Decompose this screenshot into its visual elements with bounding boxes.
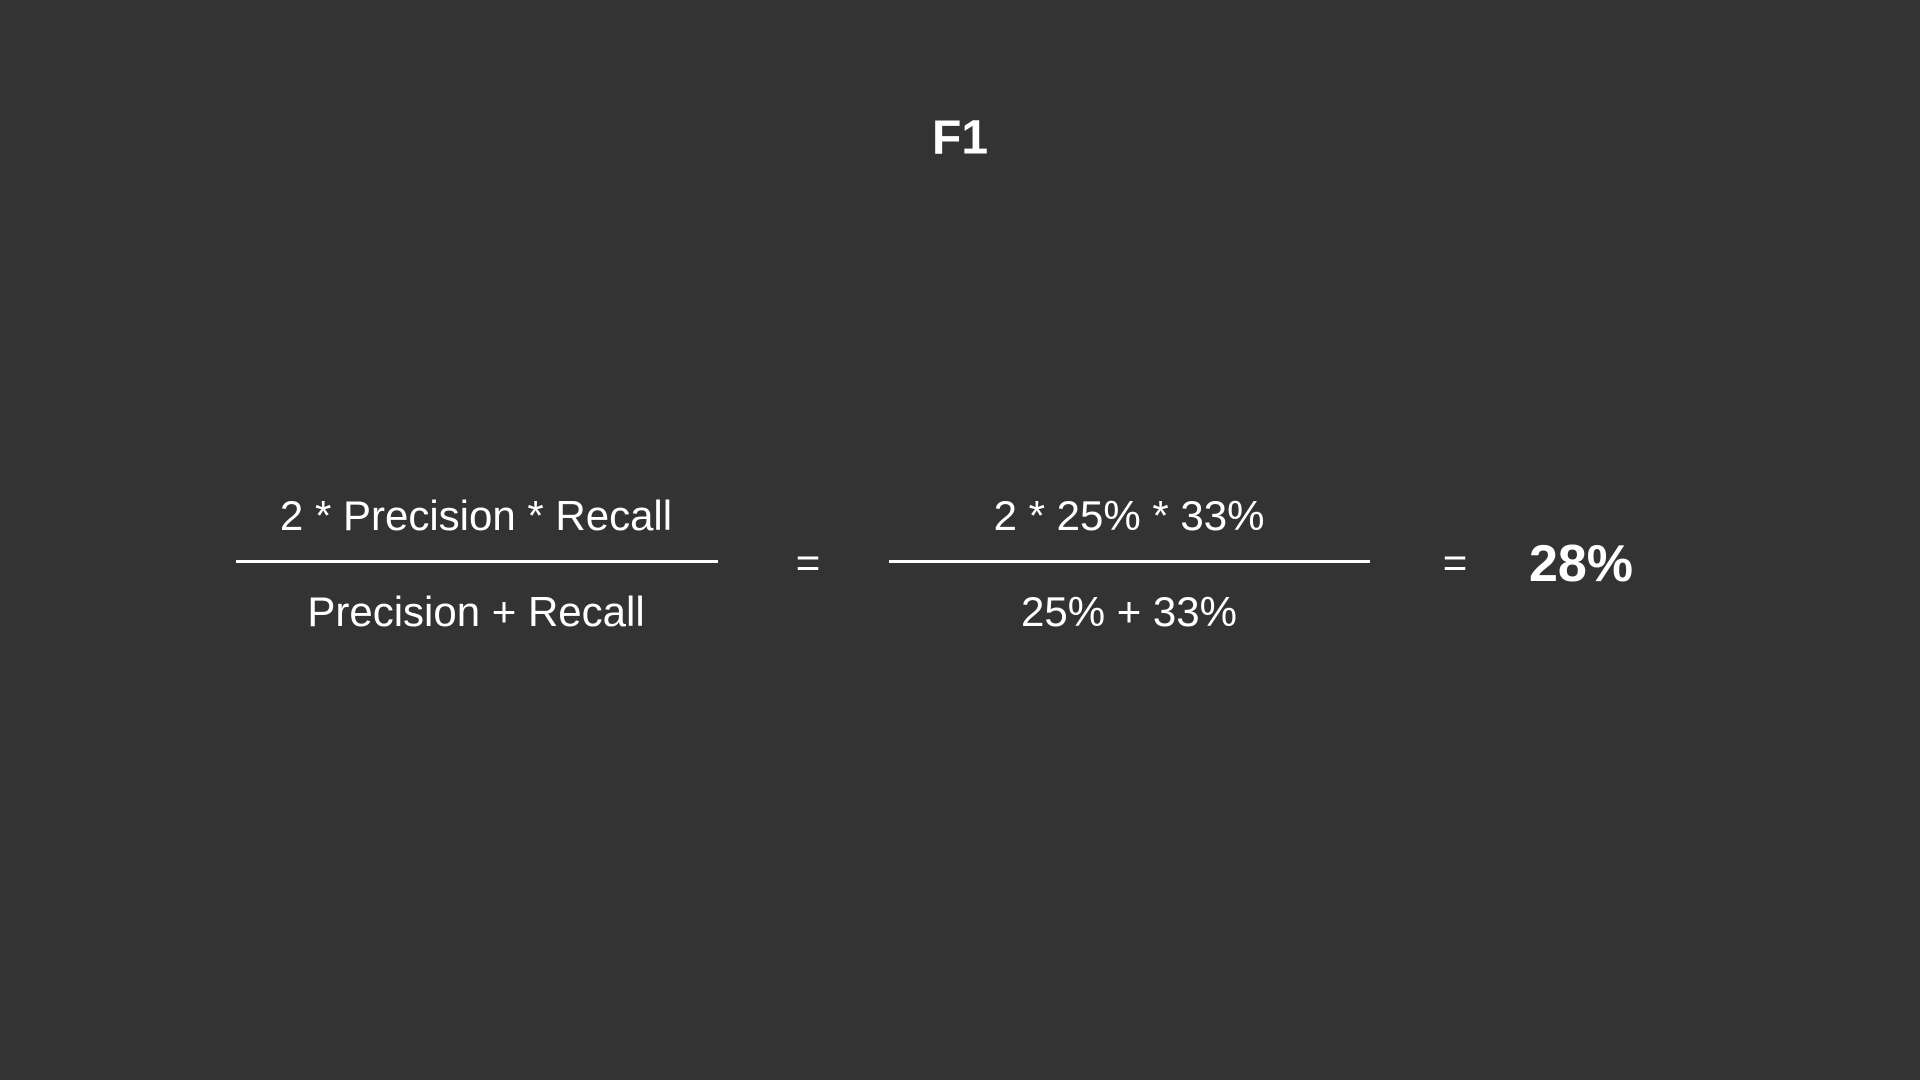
substituted-denominator: 25% + 33% <box>1021 588 1237 635</box>
result-value: 28% <box>1528 535 1634 593</box>
equals-sign: = <box>1442 539 1468 586</box>
formula-numerator: 2 * Precision * Recall <box>279 492 673 539</box>
formula-denominator: Precision + Recall <box>307 588 645 635</box>
substituted-numerator: 2 * 25% * 33% <box>993 492 1265 539</box>
fraction-bar <box>236 560 718 563</box>
equals-sign: = <box>795 539 821 586</box>
fraction-bar <box>889 560 1370 563</box>
slide-title: F1 <box>931 111 989 165</box>
